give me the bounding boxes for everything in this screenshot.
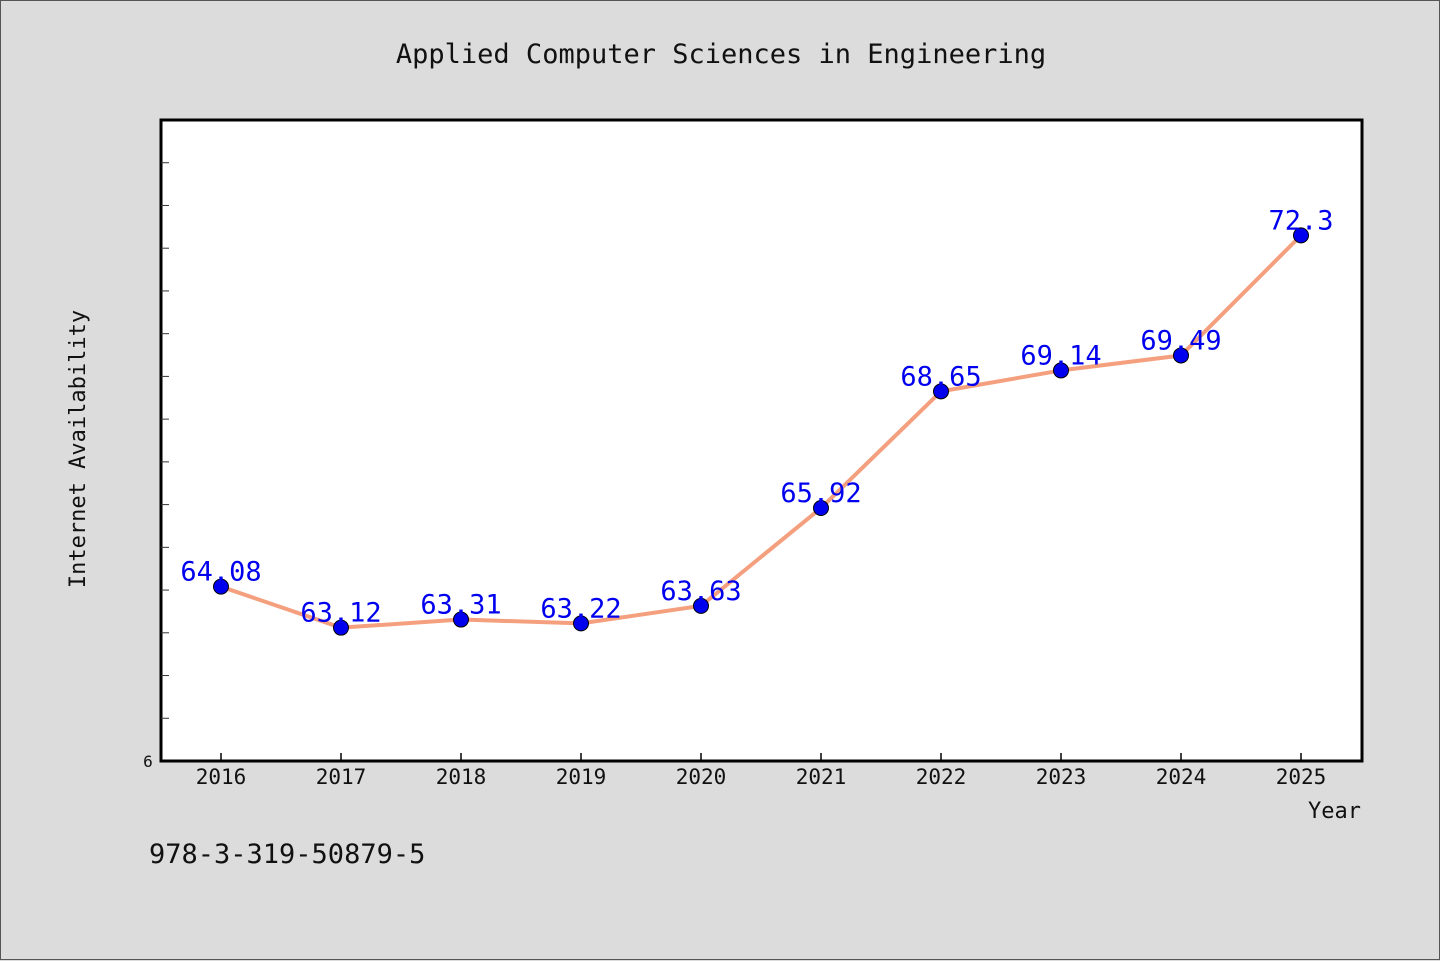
data-label: 63.63 xyxy=(660,576,741,607)
x-axis-ticks: 2016 2017 2018 2019 2020 2021 2022 2023 2024 2025 xyxy=(196,753,1327,789)
data-point xyxy=(693,597,709,614)
x-tick-label: 2017 xyxy=(316,765,367,789)
data-point xyxy=(813,500,829,517)
y-axis-ticks xyxy=(161,162,169,719)
x-tick-label: 2025 xyxy=(1276,765,1327,789)
data-point xyxy=(453,611,469,628)
data-point xyxy=(333,619,349,636)
data-label: 63.22 xyxy=(540,593,621,624)
x-tick-label: 2020 xyxy=(676,765,727,789)
isbn-footer: 978-3-319-50879-5 xyxy=(149,839,425,870)
data-label: 72.3 xyxy=(1268,205,1333,236)
data-label: 69.14 xyxy=(1020,340,1101,371)
data-point xyxy=(1053,362,1069,379)
data-point xyxy=(213,578,229,595)
data-point xyxy=(573,615,589,632)
x-axis-label: Year xyxy=(1308,799,1361,824)
y-tick-label: 6 xyxy=(143,752,153,771)
x-tick-label: 2016 xyxy=(196,765,247,789)
data-label: 69.49 xyxy=(1140,325,1221,356)
x-tick-label: 2018 xyxy=(436,765,487,789)
x-tick-label: 2022 xyxy=(916,765,967,789)
x-tick-label: 2024 xyxy=(1156,765,1207,789)
data-label: 65.92 xyxy=(780,478,861,509)
series-group: 64.08 63.12 63.31 63.22 63.63 65.92 68.65 69.14… xyxy=(180,205,1334,636)
data-label: 63.12 xyxy=(300,598,381,629)
data-label: 68.65 xyxy=(900,361,981,392)
x-tick-label: 2019 xyxy=(556,765,607,789)
plot-area xyxy=(159,118,1364,763)
x-tick-label: 2023 xyxy=(1036,765,1087,789)
data-label: 64.08 xyxy=(180,557,261,588)
series-line xyxy=(219,233,1303,630)
y-axis-label: Internet Availability xyxy=(66,310,91,588)
data-label: 63.31 xyxy=(420,590,501,621)
chart-title: Applied Computer Sciences in Engineering xyxy=(396,39,1046,70)
data-point xyxy=(1293,227,1309,244)
x-tick-label: 2021 xyxy=(796,765,847,789)
data-point xyxy=(933,383,949,400)
data-point xyxy=(1173,347,1189,364)
